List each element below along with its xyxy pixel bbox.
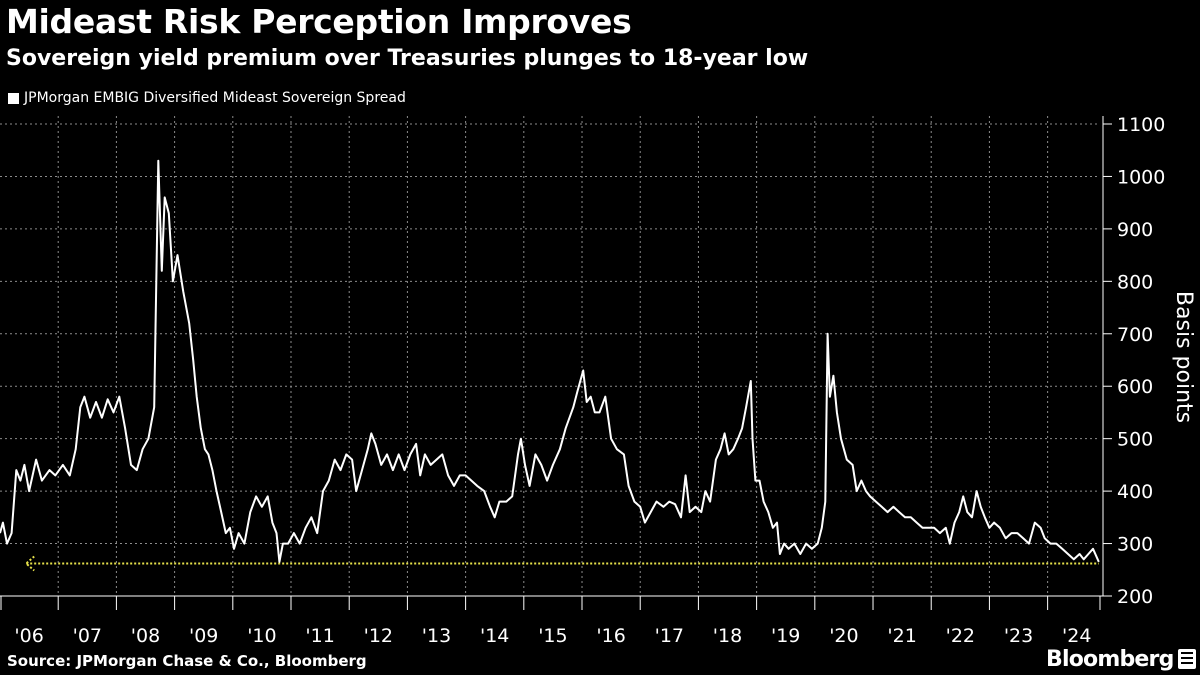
x-tick-label: '24: [1062, 625, 1091, 647]
y-tick-label: 1100: [1117, 114, 1165, 136]
source-note: Source: JPMorgan Chase & Co., Bloomberg: [7, 652, 367, 670]
reference-arrowhead: [24, 555, 35, 572]
x-tick-label: '07: [73, 625, 102, 647]
x-tick-label: '14: [480, 625, 509, 647]
x-tick-label: '08: [131, 625, 160, 647]
x-tick-label: '13: [422, 625, 451, 647]
spread-series-line: [0, 159, 1100, 563]
y-tick-label: 500: [1117, 429, 1153, 451]
x-tick-label: '12: [364, 625, 393, 647]
legend: JPMorgan EMBIG Diversified Mideast Sover…: [8, 90, 406, 106]
y-tick-label: 200: [1117, 586, 1153, 608]
x-tick-label: '21: [887, 625, 916, 647]
y-tick-label: 400: [1117, 481, 1153, 503]
legend-swatch: [8, 92, 19, 104]
x-tick-label: '11: [305, 625, 334, 647]
x-tick-label: '15: [538, 625, 567, 647]
x-tick-label: '19: [771, 625, 800, 647]
x-tick-label: '23: [1004, 625, 1033, 647]
legend-label: JPMorgan EMBIG Diversified Mideast Sover…: [24, 90, 406, 106]
bloomberg-badge-icon: [1178, 649, 1196, 669]
y-axis-title: Basis points: [1171, 291, 1196, 423]
x-tick-label: '06: [14, 625, 43, 647]
chart-subtitle: Sovereign yield premium over Treasuries …: [6, 46, 809, 71]
x-tick-label: '22: [946, 625, 975, 647]
chart-title: Mideast Risk Perception Improves: [6, 2, 632, 41]
x-tick-label: '10: [247, 625, 276, 647]
bloomberg-logo: Bloomberg: [1046, 647, 1174, 672]
x-tick-label: '17: [655, 625, 684, 647]
y-tick-label: 300: [1117, 534, 1153, 556]
x-tick-label: '16: [596, 625, 625, 647]
y-tick-label: 700: [1117, 324, 1153, 346]
y-tick-label: 1000: [1117, 166, 1165, 188]
x-tick-label: '18: [713, 625, 742, 647]
y-tick-label: 600: [1117, 376, 1153, 398]
x-tick-label: '09: [189, 625, 218, 647]
x-tick-label: '20: [829, 625, 858, 647]
y-tick-label: 900: [1117, 219, 1153, 241]
y-tick-label: 800: [1117, 271, 1153, 293]
